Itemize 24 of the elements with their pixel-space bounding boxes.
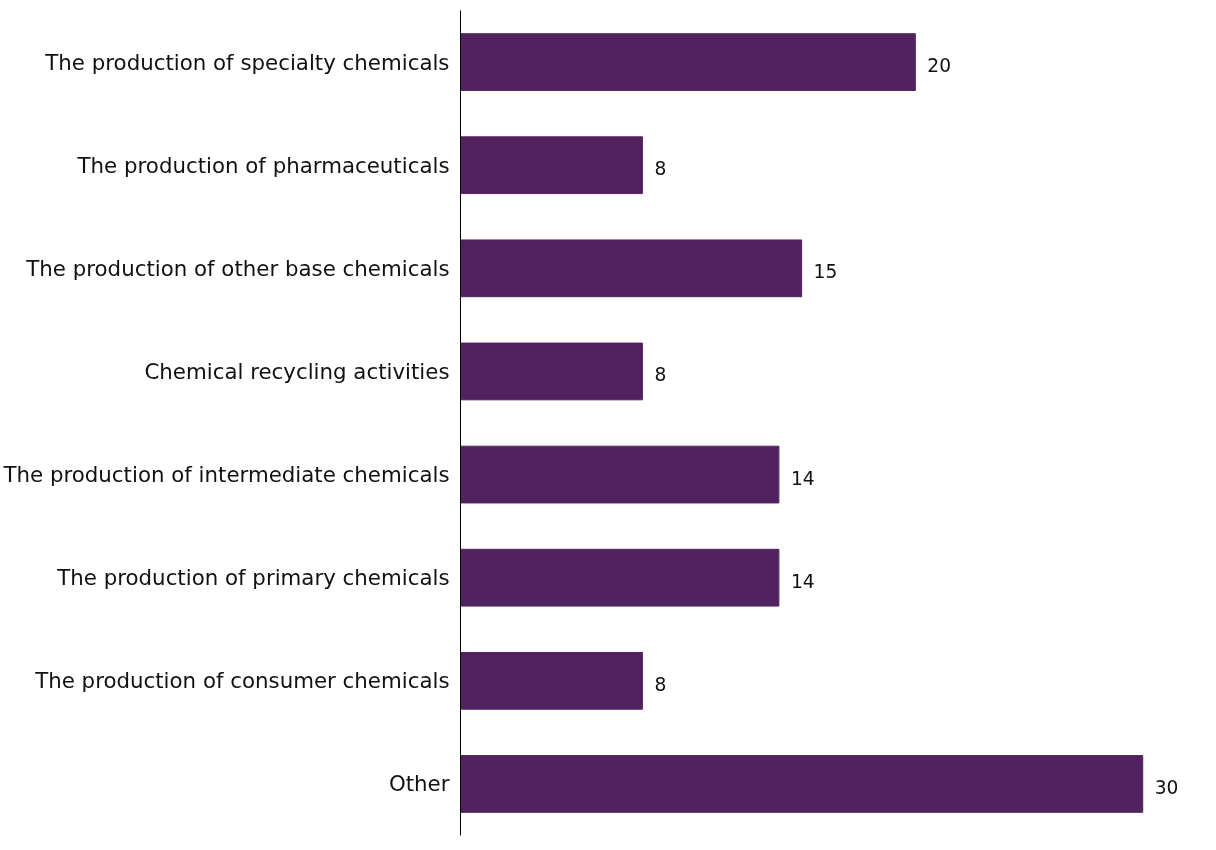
data-label: 8 xyxy=(654,158,667,180)
data-label: 14 xyxy=(790,467,815,489)
bar xyxy=(460,33,916,91)
data-label: 15 xyxy=(813,261,838,283)
data-label: 20 xyxy=(927,55,952,77)
bar xyxy=(460,239,803,298)
bar xyxy=(460,342,643,401)
y-tick-label: The production of primary chemicals xyxy=(56,565,450,591)
data-label: 8 xyxy=(654,364,667,386)
bar xyxy=(460,445,780,504)
y-tick-label: The production of other base chemicals xyxy=(25,255,450,281)
bar xyxy=(460,548,780,607)
y-tick-label: Chemical recycling activities xyxy=(144,358,450,384)
data-label: 8 xyxy=(654,673,667,695)
y-tick-label: The production of pharmaceuticals xyxy=(76,152,450,178)
data-label: 30 xyxy=(1154,776,1179,798)
y-tick-label: The production of intermediate chemicals xyxy=(2,462,450,488)
y-tick-label: Other xyxy=(388,771,450,797)
y-tick-label: The production of specialty chemicals xyxy=(44,49,450,75)
data-label: 14 xyxy=(790,570,815,592)
bar xyxy=(460,651,643,710)
bar xyxy=(460,136,643,195)
bar xyxy=(460,755,1144,813)
y-tick-label: The production of consumer chemicals xyxy=(34,668,450,694)
